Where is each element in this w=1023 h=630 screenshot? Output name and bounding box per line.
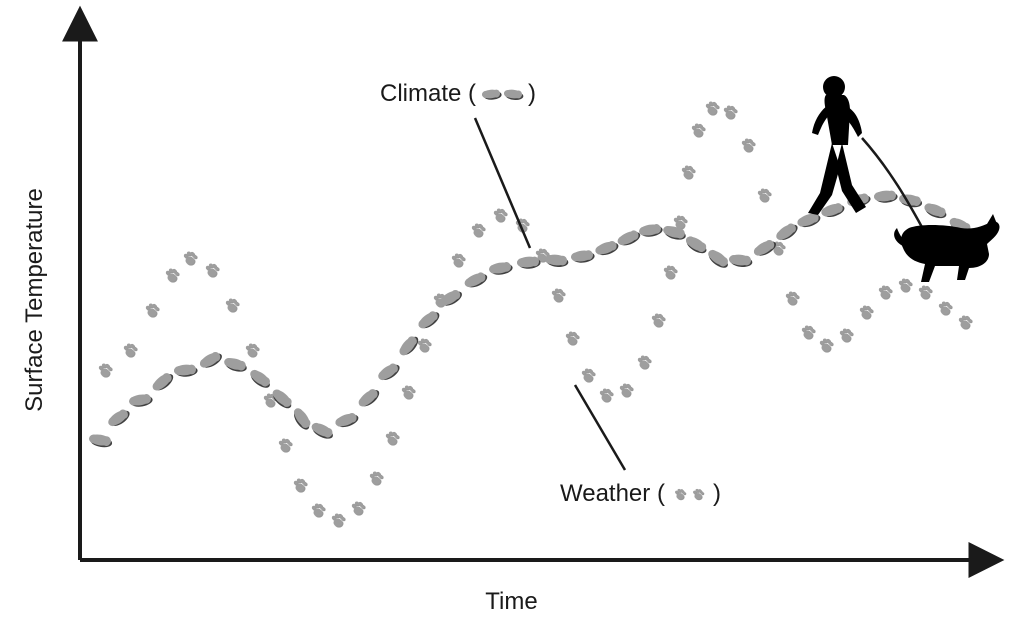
dog-silhouette <box>894 214 999 282</box>
pawprint-icon <box>669 485 709 503</box>
man-silhouette <box>808 76 866 215</box>
weather-legend-text: Weather ( <box>560 480 665 508</box>
footprint-icon <box>480 85 524 103</box>
weather-legend-close: ) <box>713 480 721 508</box>
climate-weather-diagram: Surface Temperature Time Climate ( ) Wea… <box>0 0 1023 630</box>
x-axis-label: Time <box>485 588 537 616</box>
climate-legend: Climate ( ) <box>380 80 536 108</box>
climate-legend-close: ) <box>528 80 536 108</box>
weather-legend: Weather ( ) <box>560 480 721 508</box>
climate-legend-text: Climate ( <box>380 80 476 108</box>
y-axis-label: Surface Temperature <box>21 188 49 412</box>
climate-series <box>88 190 974 449</box>
y-axis-label-text: Surface Temperature <box>21 188 48 412</box>
x-axis-label-text: Time <box>485 588 537 615</box>
